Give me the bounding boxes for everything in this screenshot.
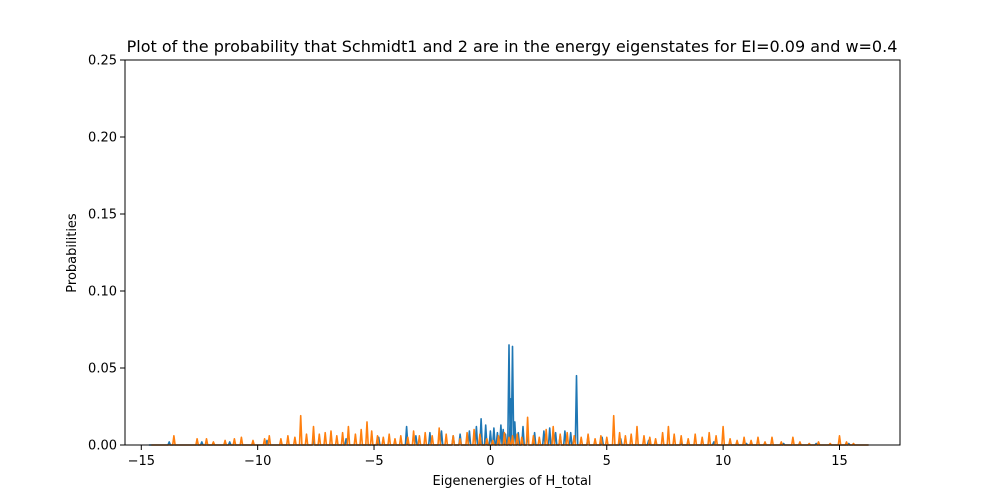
y-tick-label: 0.05 <box>88 362 117 377</box>
x-tick-label: 5 <box>603 454 611 469</box>
y-tick-label: 0.00 <box>88 439 117 454</box>
plot-frame <box>124 59 901 446</box>
y-tick-label: 0.25 <box>88 54 117 69</box>
y-tick-label: 0.10 <box>88 285 117 300</box>
x-tick-label: 10 <box>715 454 732 469</box>
y-tick-label: 0.20 <box>88 131 117 146</box>
x-tick-label: −15 <box>128 454 155 469</box>
axes-layer: −15 −10 −5 0 5 10 15 0.00 0.05 0.10 0.15 0.20 0.25 <box>88 54 901 469</box>
x-axis-label: Eigenenergies of H_total <box>432 474 591 489</box>
x-tick-label: 15 <box>831 454 848 469</box>
y-tick-label: 0.15 <box>88 208 117 223</box>
x-tick-label: −10 <box>244 454 271 469</box>
x-tick-label: 0 <box>486 454 494 469</box>
y-axis-label: Probabilities <box>65 213 80 293</box>
x-tick-label: −5 <box>364 454 383 469</box>
chart-title: Plot of the probability that Schmidt1 an… <box>127 37 898 56</box>
